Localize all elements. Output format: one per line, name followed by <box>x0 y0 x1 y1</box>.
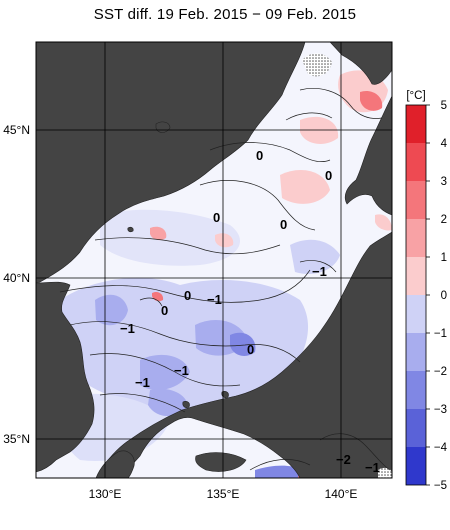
lat-label-45n: 45°N <box>3 123 30 137</box>
map-frame <box>35 41 393 479</box>
colorbar-blocks <box>406 105 426 485</box>
colorbar: [°C] 5 4 3 2 1 0 −1 −2 −3 −4 −5 <box>405 90 448 492</box>
contour-label: −1 <box>174 363 189 378</box>
colorbar-tick-label: 0 <box>441 290 447 302</box>
colorbar-tick-label: 2 <box>441 214 447 226</box>
colorbar-segment <box>406 409 426 447</box>
contour-label: −1 <box>312 264 327 279</box>
contour-lines <box>59 88 391 471</box>
island-3 <box>182 401 190 408</box>
island-2 <box>127 226 134 233</box>
no-data-region-2 <box>378 467 392 478</box>
graticule <box>36 42 392 478</box>
colorbar-segment <box>406 181 426 219</box>
contour-label: −1 <box>207 292 222 307</box>
no-data-region <box>302 53 332 77</box>
contour-label: −1 <box>120 321 135 336</box>
colorbar-tick-label: −2 <box>434 366 447 378</box>
colorbar-segment <box>406 371 426 409</box>
honshu-land <box>95 231 392 478</box>
colorbar-segment <box>406 219 426 257</box>
colorbar-tick-label: −5 <box>434 480 447 492</box>
latitude-labels: 45°N 40°N 35°N <box>3 123 30 446</box>
colorbar-segment <box>406 447 426 485</box>
colorbar-segment <box>406 333 426 371</box>
lon-label-130e: 130°E <box>89 487 122 501</box>
korea-land <box>36 281 95 473</box>
shikoku-land <box>195 452 247 472</box>
contour-label: 0 <box>280 217 287 232</box>
contour-label: −1 <box>135 375 150 390</box>
map-area: 0 0 0 0 0 0 0 −1 −1 −1 −1 −1 −2 −1 <box>36 42 392 478</box>
colorbar-tick-label: 3 <box>441 176 447 188</box>
colorbar-tick-label: 1 <box>441 252 447 264</box>
contour-label: −1 <box>365 460 380 475</box>
contour-label: 0 <box>247 342 254 357</box>
contour-label-group: 0 0 0 0 0 0 0 −1 −1 −1 −1 −1 −2 −1 <box>120 148 380 475</box>
colorbar-segment <box>406 105 426 143</box>
colorbar-unit: [°C] <box>406 90 425 102</box>
colorbar-ticks: 5 4 3 2 1 0 −1 −2 −3 −4 −5 <box>426 100 448 492</box>
island-4 <box>221 391 229 398</box>
lon-label-135e: 135°E <box>207 487 240 501</box>
primorye-land <box>36 42 306 284</box>
colorbar-segment <box>406 143 426 181</box>
colorbar-tick-label: 5 <box>441 100 447 112</box>
contour-label: 0 <box>161 303 168 318</box>
colorbar-tick-label: 4 <box>441 138 448 150</box>
colorbar-tick-label: −1 <box>434 328 447 340</box>
hokkaido-land <box>344 95 392 216</box>
contour-label: −2 <box>336 452 351 467</box>
lat-label-35n: 35°N <box>3 432 30 446</box>
longitude-labels: 130°E 135°E 140°E <box>89 487 358 501</box>
lat-label-40n: 40°N <box>3 271 30 285</box>
sakhalin-land <box>329 42 392 85</box>
colorbar-tick-label: −4 <box>434 442 448 454</box>
colorbar-tick-label: −3 <box>434 404 447 416</box>
contour-label: 0 <box>213 210 220 225</box>
contour-label: 0 <box>184 288 191 303</box>
colorbar-segment <box>406 257 426 295</box>
land <box>36 42 392 478</box>
contour-label: 0 <box>325 168 332 183</box>
contour-label: 0 <box>256 148 263 163</box>
map-title: SST diff. 19 Feb. 2015 − 09 Feb. 2015 <box>93 6 357 23</box>
colorbar-segment <box>406 295 426 333</box>
lon-label-140e: 140°E <box>325 487 358 501</box>
